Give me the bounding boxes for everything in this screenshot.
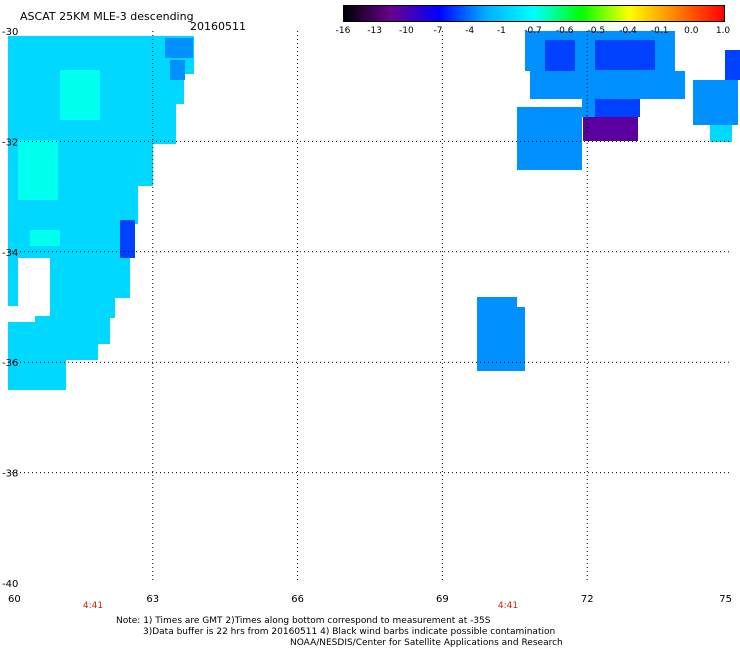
swath-cell-west — [165, 38, 193, 58]
latitude-tick-label: -34 — [2, 248, 18, 259]
swath-cell-east — [582, 99, 595, 117]
colorbar-tick-label: -0.6 — [555, 26, 574, 36]
note-line-3: NOAA/NESDIS/Center for Satellite Applica… — [290, 638, 563, 648]
swath-cell-west — [8, 258, 18, 306]
colorbar-tick-label: -13 — [367, 26, 383, 36]
latitude-tick-label: -30 — [2, 27, 18, 38]
swath-cell-east — [530, 71, 685, 99]
swath-cell-west — [8, 36, 194, 74]
longitude-tick-label: 75 — [719, 594, 732, 605]
product-date: 20160511 — [190, 20, 246, 33]
colorbar-tick-label: 0.0 — [684, 26, 699, 36]
longitude-tick-label: 60 — [8, 594, 21, 605]
colorbar-tick-label: -0.1 — [650, 26, 669, 36]
swath-cell-west — [30, 230, 60, 246]
colorbar-tick-label: -1 — [496, 26, 506, 36]
longitude-tick-label: 72 — [581, 594, 594, 605]
swath-cell-east — [477, 297, 517, 371]
product-title: ASCAT 25KM MLE-3 descending — [20, 10, 194, 23]
swath-cell-east — [517, 107, 582, 170]
time-label-2: 4:41 — [497, 601, 519, 611]
swath-cell-east — [517, 307, 525, 371]
swath-cell-east — [710, 125, 732, 142]
longitude-tick-label: 63 — [146, 594, 159, 605]
longitude-tick-label: 69 — [436, 594, 449, 605]
swath-cell-west — [8, 224, 135, 258]
swath-cell-west — [120, 220, 135, 258]
colorbar-tick-label: -16 — [335, 26, 351, 36]
colorbar-tick-label: -7 — [433, 26, 443, 36]
swath-cell-west — [18, 140, 58, 200]
swath-cell-east — [595, 40, 655, 70]
swath-cell-west — [8, 344, 98, 360]
note-line-2: 3)Data buffer is 22 hrs from 20160511 4)… — [143, 627, 556, 637]
latitude-tick-label: -32 — [2, 137, 18, 148]
latitude-tick-label: -40 — [2, 579, 18, 590]
swath-cell-west — [50, 298, 115, 318]
swath-cell-west — [8, 322, 48, 344]
latitude-tick-label: -38 — [2, 469, 18, 480]
colorbar-tick-label: 1.0 — [715, 26, 731, 36]
latitude-tick-label: -36 — [2, 358, 18, 369]
time-label-1: 4:41 — [82, 601, 104, 611]
swath-cell-west — [60, 70, 100, 120]
colorbar-tick-label: -0.7 — [524, 26, 542, 36]
color-scale-bar — [343, 5, 725, 22]
swath-cell-east — [693, 80, 738, 125]
colorbar-tick-label: -4 — [465, 26, 475, 36]
swath-cell-west — [50, 258, 130, 298]
colorbar-tick-label: -0.5 — [587, 26, 606, 36]
colorbar-tick-label: -10 — [398, 26, 414, 36]
swath-cell-east — [595, 99, 640, 117]
swath-cell-west — [170, 60, 185, 80]
note-line-1: Note: 1) Times are GMT 2)Times along bot… — [116, 616, 491, 626]
longitude-tick-label: 66 — [291, 594, 304, 605]
swath-cell-west — [8, 360, 66, 390]
colorbar-tick-label: -0.4 — [619, 26, 637, 36]
swath-cell-east — [725, 50, 740, 80]
swath-cell-east — [583, 117, 638, 141]
